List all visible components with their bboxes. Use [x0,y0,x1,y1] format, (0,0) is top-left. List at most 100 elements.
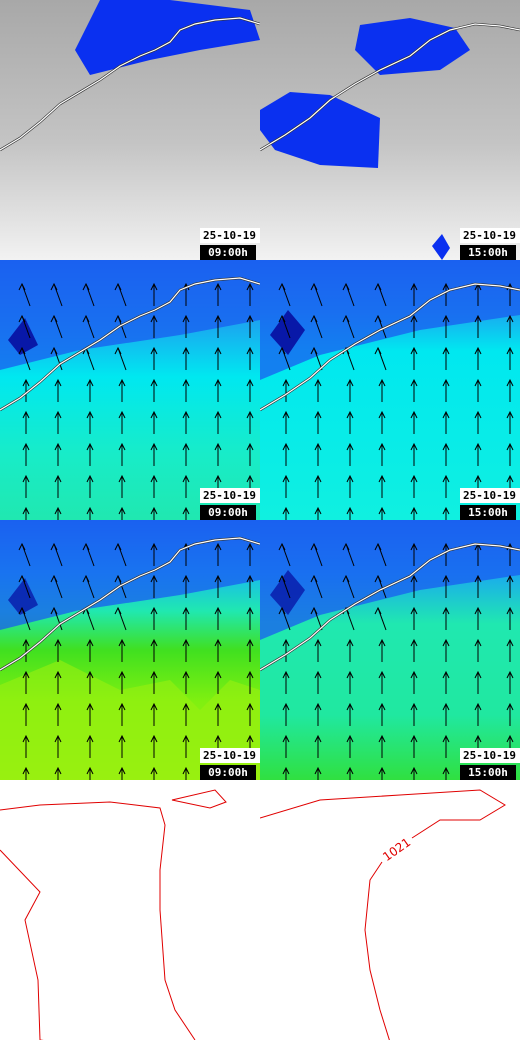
wind-arrow [378,670,386,694]
arrow-head [442,378,450,387]
coastline [260,23,520,151]
arrow-head [506,474,514,483]
wind-arrow [118,506,126,520]
wind-arrow [410,606,418,630]
isobar [0,849,44,1040]
wind-arrow [410,638,418,662]
arrow-head [410,670,418,679]
arrow-head [282,442,290,451]
arrow-head [118,378,126,387]
arrow-head [214,282,222,291]
wind-arrow [150,346,158,370]
wind-arrow [310,314,323,339]
arrow-head [282,702,290,711]
wind-core [8,578,38,615]
arrow-head [410,410,418,419]
panel-date: 25-10-19 [463,489,516,502]
arrow-head [150,442,158,451]
arrow-head [314,670,322,679]
wind-arrow [18,282,31,307]
wind-arrow [506,378,514,402]
wind-arrow [150,314,158,338]
wind-arrow [246,314,254,338]
arrow-head [182,606,190,615]
wind-arrow [314,378,322,402]
arrow-head [442,410,450,419]
wind-arrow [182,606,190,630]
wind-arrow [86,766,94,780]
wind-arrow [282,734,290,758]
wind-arrow [54,734,62,758]
arrow-head [54,734,62,743]
arrow-head [86,734,94,743]
arrow-head [182,474,190,483]
arrow-head [282,734,290,743]
arrow-head [246,734,254,743]
arrow-head [150,474,158,483]
wind-arrow [150,702,158,726]
arrow-head [442,702,450,711]
arrow-head [118,442,126,451]
arrow-head [22,670,30,679]
arrow-head [182,314,190,323]
wind-arrow [54,378,62,402]
map-panel: 25-10-19 09:00h [0,0,260,260]
arrow-head [214,474,222,483]
arrow-head [214,378,222,387]
arrow-head [118,506,126,515]
arrow-head [278,346,286,355]
arrow-head [506,574,514,583]
wind-arrow [410,734,418,758]
wind-arrow [282,766,290,780]
arrow-head [442,734,450,743]
wind-arrow [214,442,222,466]
wind-arrow [18,606,31,631]
wind-arrow [182,410,190,434]
wind-arrow [150,606,158,630]
arrow-head [22,506,30,515]
arrow-head [246,702,254,711]
arrow-head [378,474,386,483]
arrow-head [214,346,222,355]
wind-arrow [114,346,127,371]
wind-arrow [310,282,323,307]
wind-arrow [346,474,354,498]
wind-arrow [442,702,450,726]
arrow-head [474,442,482,451]
arrow-head [278,282,286,291]
arrow-head [342,282,350,291]
arrow-head [118,410,126,419]
wind-arrow [410,282,418,306]
arrow-head [86,410,94,419]
panel-time: 09:00h [208,766,248,779]
wind-arrow [314,410,322,434]
wind-arrow [314,766,322,780]
arrow-head [86,442,94,451]
wind-arrow [118,442,126,466]
wind-arrow [22,474,30,498]
arrow-head [442,442,450,451]
arrow-head [314,442,322,451]
arrow-head [18,574,26,583]
arrow-head [374,574,382,583]
arrow-head [282,378,290,387]
wind-arrow [182,506,190,520]
wind-arrow [442,282,450,306]
wind-arrow [474,606,482,630]
time-box [460,245,516,260]
arrow-head [214,638,222,647]
wind-arrow [278,346,291,371]
arrow-head [474,670,482,679]
panel-date: 25-10-19 [463,229,516,242]
wind-arrow [442,506,450,520]
wind-arrow [118,410,126,434]
arrow-head [310,606,318,615]
wind-arrow [378,410,386,434]
date-box [200,488,260,503]
arrow-head [182,670,190,679]
wind-arrow [282,474,290,498]
arrow-head [18,542,26,551]
arrow-head [18,282,26,291]
wind-arrow [114,606,127,631]
